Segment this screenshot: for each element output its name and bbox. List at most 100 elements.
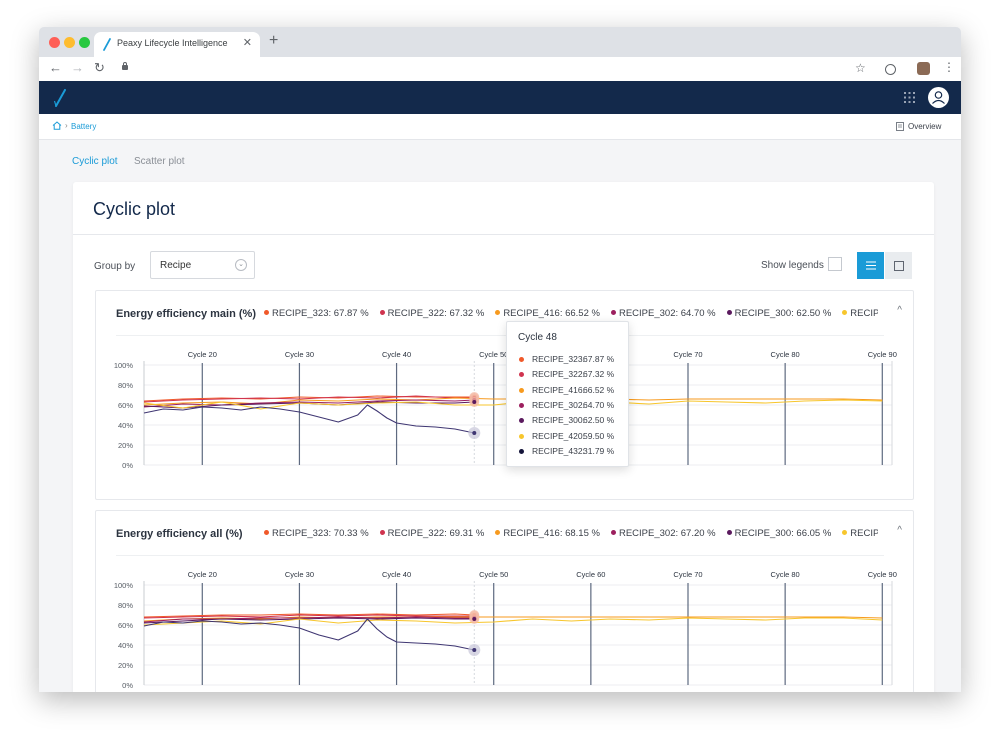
series-line-recipe_300[interactable] xyxy=(143,617,475,624)
reload-icon[interactable]: ↻ xyxy=(94,60,105,75)
tab-cyclic-plot[interactable]: Cyclic plot xyxy=(72,156,118,167)
legend-dot-icon xyxy=(842,529,848,535)
tooltip-series-value: 67.87 % xyxy=(583,354,615,364)
cycle-marker-label: Cycle 40 xyxy=(382,570,411,579)
app-logo-icon[interactable] xyxy=(53,89,67,107)
profile-avatar[interactable] xyxy=(917,62,930,75)
legend-item[interactable]: RECIPE_302: 64.70 % xyxy=(610,308,716,319)
series-dot-icon xyxy=(519,448,524,454)
tooltip-series-name: RECIPE_420: xyxy=(532,430,585,441)
legend-dot-icon xyxy=(610,309,616,315)
info-icon[interactable] xyxy=(885,64,896,75)
tooltip-series-value: 62.50 % xyxy=(583,415,615,426)
legend-dot-icon xyxy=(726,309,732,315)
chart-legend: RECIPE_323: 70.33 % RECIPE_322: 69.31 % RE… xyxy=(264,528,878,542)
browser-tab-bar: Peaxy Lifecycle Intelligence ✕ + xyxy=(39,27,961,57)
single-view-button[interactable] xyxy=(885,252,912,279)
legend-item[interactable]: RECIPE_300: 62.50 % xyxy=(726,308,831,319)
y-tick-label: 60% xyxy=(118,401,133,410)
star-icon[interactable]: ☆ xyxy=(855,61,866,75)
chart-legend: RECIPE_323: 67.87 % RECIPE_322: 67.32 % RE… xyxy=(264,308,878,322)
legend-item[interactable]: RECIPE_420: 59.50 % xyxy=(842,308,878,319)
breadcrumb-battery[interactable]: Battery xyxy=(71,122,97,131)
legend-item[interactable]: RECIPE_323: 67.87 % xyxy=(264,308,369,319)
tooltip-series-value: 66.52 % xyxy=(583,384,615,395)
square-view-icon xyxy=(894,261,904,271)
tooltip-series-value: 31.79 % xyxy=(583,445,615,456)
legend-label: RECIPE_302: 67.20 % xyxy=(618,528,716,539)
legend-item[interactable]: RECIPE_420: 63.00 % xyxy=(842,528,878,539)
menu-kebab-icon[interactable]: ⋮ xyxy=(943,60,955,74)
legend-dot-icon xyxy=(842,309,848,315)
group-by-select[interactable]: Recipe ⌄ xyxy=(150,251,255,279)
tooltip-row: RECIPE_300: 62.50 % xyxy=(518,414,626,428)
browser-tab[interactable]: Peaxy Lifecycle Intelligence ✕ xyxy=(94,32,260,57)
group-by-value: Recipe xyxy=(160,260,192,271)
hover-point xyxy=(472,617,477,621)
new-tab-icon[interactable]: + xyxy=(269,32,279,49)
legend-dot-icon xyxy=(610,529,616,535)
legend-item[interactable]: RECIPE_302: 67.20 % xyxy=(610,528,716,539)
list-view-button[interactable] xyxy=(857,252,884,279)
tooltip-series-name: RECIPE_322: xyxy=(532,369,585,380)
show-legends-checkbox[interactable] xyxy=(828,257,842,271)
url-input[interactable] xyxy=(135,60,845,78)
series-line-recipe_416[interactable] xyxy=(143,616,883,622)
collapse-chevron-icon[interactable]: ^ xyxy=(897,305,902,316)
tooltip-row: RECIPE_432: 31.79 % xyxy=(518,445,626,459)
legend-item[interactable]: RECIPE_300: 66.05 % xyxy=(726,528,831,539)
cycle-marker-label: Cycle 50 xyxy=(479,350,508,359)
tooltip-series-value: 64.70 % xyxy=(583,399,615,410)
collapse-chevron-icon[interactable]: ^ xyxy=(897,525,902,536)
cyclic-plot-card: Cyclic plot Group by Recipe ⌄ Show legen… xyxy=(73,182,934,692)
line-chart[interactable]: 0% 20% 40% 60% 80% 100% Cycle 20 Cycle 30 Cycle … xyxy=(96,291,913,499)
legend-item[interactable]: RECIPE_322: 69.31 % xyxy=(379,528,484,539)
cycle-marker-label: Cycle 30 xyxy=(285,350,314,359)
maximize-window-dot[interactable] xyxy=(79,37,90,48)
cycle-marker-label: Cycle 20 xyxy=(188,570,217,579)
forward-icon[interactable]: → xyxy=(71,60,84,75)
series-dot-icon xyxy=(519,402,524,408)
cycle-marker-label: Cycle 20 xyxy=(188,350,217,359)
legend-label: RECIPE_323: 70.33 % xyxy=(272,528,369,539)
tooltip-series-name: RECIPE_432: xyxy=(532,445,585,456)
legend-item[interactable]: RECIPE_323: 70.33 % xyxy=(264,528,369,539)
user-avatar-icon[interactable] xyxy=(928,87,949,108)
legend-item[interactable]: RECIPE_416: 66.52 % xyxy=(495,308,600,319)
card-divider xyxy=(73,234,934,235)
legend-label: RECIPE_323: 67.87 % xyxy=(272,308,369,319)
panel-divider xyxy=(116,555,884,556)
y-tick-label: 40% xyxy=(118,641,133,650)
show-legends-label: Show legends xyxy=(761,260,824,271)
overview-link[interactable]: Overview xyxy=(908,122,942,131)
series-line-recipe_322[interactable] xyxy=(143,614,475,619)
tab-title: Peaxy Lifecycle Intelligence xyxy=(117,38,228,48)
home-icon[interactable] xyxy=(52,121,62,130)
apps-grid-icon[interactable] xyxy=(904,92,915,103)
cycle-marker-label: Cycle 70 xyxy=(673,350,702,359)
cycle-marker-label: Cycle 70 xyxy=(673,570,702,579)
chart-panel-energy-efficiency-main: Energy efficiency main (%) RECIPE_323: 6… xyxy=(95,290,914,500)
close-window-dot[interactable] xyxy=(49,37,60,48)
series-dot-icon xyxy=(519,372,524,378)
cycle-marker-label: Cycle 60 xyxy=(576,570,605,579)
minimize-window-dot[interactable] xyxy=(64,37,75,48)
list-view-icon xyxy=(866,261,876,270)
tooltip-series-name: RECIPE_302: xyxy=(532,399,585,410)
line-chart[interactable]: 0% 20% 40% 60% 80% 100% Cycle 20 Cycle 30 Cycle … xyxy=(96,511,913,692)
legend-item[interactable]: RECIPE_322: 67.32 % xyxy=(379,308,484,319)
legend-label: RECIPE_302: 64.70 % xyxy=(618,308,716,319)
close-tab-icon[interactable]: ✕ xyxy=(242,37,252,49)
series-line-recipe_432[interactable] xyxy=(143,618,475,651)
legend-item[interactable]: RECIPE_416: 68.15 % xyxy=(495,528,600,539)
legend-dot-icon xyxy=(495,529,501,535)
address-bar: ← → ↻ ☆ ⋮ xyxy=(39,57,961,82)
tab-scatter-plot[interactable]: Scatter plot xyxy=(134,156,185,167)
series-line-recipe_432[interactable] xyxy=(143,404,475,434)
series-line-recipe_322[interactable] xyxy=(143,395,475,403)
legend-dot-icon xyxy=(264,529,269,535)
series-line-recipe_323[interactable] xyxy=(143,613,475,618)
back-icon[interactable]: ← xyxy=(49,60,62,75)
series-line-recipe_302[interactable] xyxy=(143,616,475,623)
tooltip-series-name: RECIPE_300: xyxy=(532,415,585,426)
